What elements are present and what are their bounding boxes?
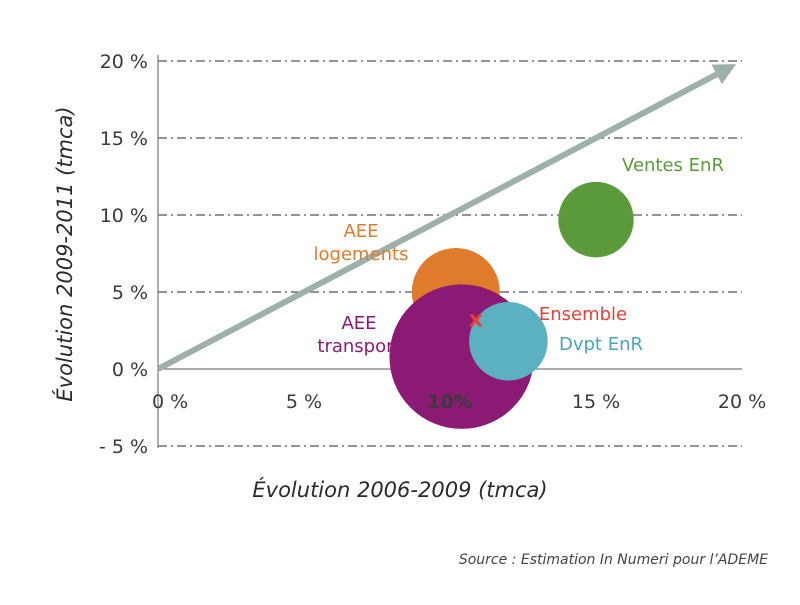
label-dvpt-enr: Dvpt EnR [559,334,643,355]
label-ventes-enr: Ventes EnR [622,155,724,176]
x-tick-label: 20 % [718,391,766,413]
bubble-ventes-enr [558,181,634,258]
trend-arrow-shaft [156,71,719,372]
x-tick-label: 5 % [286,391,322,413]
y-tick-label: 20 % [100,51,148,73]
y-tick-label: 15 % [100,128,148,150]
x-axis-label: Évolution 2006-2009 (tmca) [252,477,547,502]
y-tick-label: 0 % [112,359,148,381]
label-ensemble: Ensemble [539,304,627,325]
y-tick-label: 5 % [112,282,148,304]
x-tick-label: 10% [427,391,472,413]
y-tick-label: - 5 % [99,436,148,458]
trend-arrow-head [711,64,737,85]
bubble-dvpt-enr [469,302,548,381]
y-axis-label: Évolution 2009-2011 (tmca) [52,106,77,401]
x-tick-label: 0 % [152,391,188,413]
x-tick-label: 15 % [572,391,620,413]
label-aee-transport: AEE transport [317,313,400,357]
y-tick-label: 10 % [100,205,148,227]
label-aee-logements: AEE logements [314,221,409,265]
source-note: Source : Estimation In Numeri pour l’ADE… [459,552,768,568]
ensemble-marker: x [469,307,483,332]
